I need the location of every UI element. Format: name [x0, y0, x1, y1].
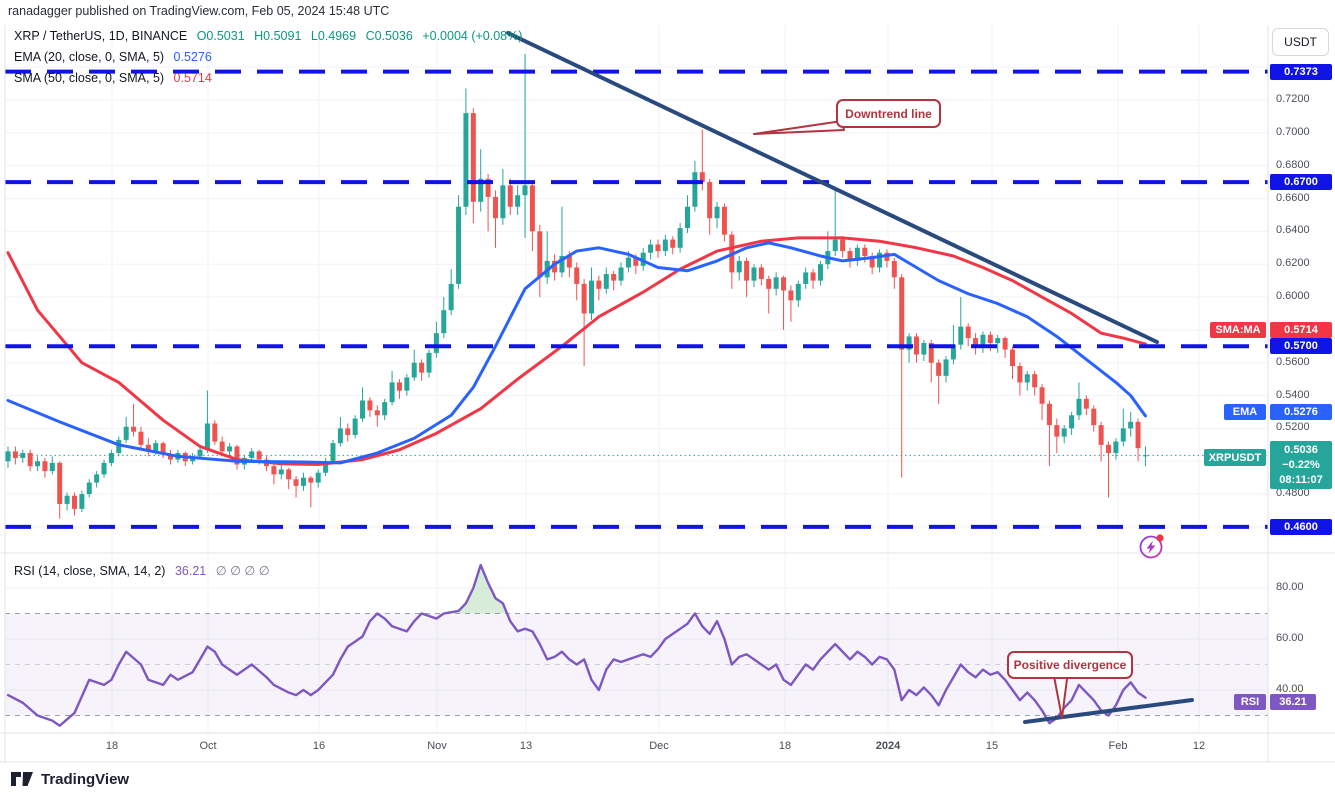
- chart-legend: XRP / TetherUS, 1D, BINANCE O0.5031 H0.5…: [14, 26, 522, 89]
- price-tick-label: 0.5200: [1276, 421, 1310, 434]
- symbol-title: XRP / TetherUS, 1D, BINANCE: [14, 29, 188, 43]
- level-price-label: 0.6700: [1270, 174, 1332, 191]
- time-tick-label: 18: [105, 740, 119, 752]
- flash-ideas-icon[interactable]: [1136, 531, 1168, 563]
- rsi-axis-value: 36.21: [1270, 694, 1316, 710]
- sma-axis-tag: SMA:MA: [1210, 322, 1266, 338]
- level-price-label: 0.7373: [1270, 63, 1332, 80]
- time-tick-label: Nov: [427, 740, 447, 752]
- downtrend-callout-tail: [753, 120, 845, 135]
- price-tick-label: 0.6800: [1276, 158, 1310, 171]
- time-tick-label: Dec: [649, 740, 669, 752]
- divergence-callout[interactable]: Positive divergence: [1007, 651, 1133, 679]
- sma-label: SMA (50, close, 0, SMA, 5): [14, 71, 165, 85]
- sma-axis-value: 0.5714: [1270, 322, 1332, 338]
- ema-legend-row[interactable]: EMA (20, close, 0, SMA, 5) 0.5276: [14, 47, 522, 68]
- sma-value: 0.5714: [173, 71, 212, 85]
- price-tick-label: 0.6000: [1276, 290, 1310, 303]
- time-tick-label: 2024: [875, 740, 901, 752]
- time-tick-label: Feb: [1108, 740, 1128, 752]
- rsi-hidden-plots: ∅ ∅ ∅ ∅: [215, 564, 270, 578]
- price-tick-label: 0.7200: [1276, 93, 1310, 105]
- symbol-legend-row[interactable]: XRP / TetherUS, 1D, BINANCE O0.5031 H0.5…: [14, 26, 522, 47]
- notification-dot: [1156, 534, 1164, 542]
- rsi-tick-label: 80.00: [1276, 581, 1304, 593]
- downtrend-callout-text: Downtrend line: [845, 106, 932, 121]
- time-tick-label: 18: [778, 740, 792, 752]
- ohlc-change: +0.0004 (+0.08%): [422, 29, 523, 43]
- rsi-tick-label: 40.00: [1276, 683, 1304, 695]
- time-tick-label: 15: [985, 740, 999, 752]
- ema-value: 0.5276: [173, 50, 212, 64]
- ohlc-low: L0.4969: [310, 29, 357, 43]
- ohlc-high: H0.5091: [254, 29, 302, 43]
- price-tick-label: 0.6400: [1276, 224, 1310, 237]
- rsi-tick-label: 60.00: [1276, 632, 1304, 644]
- tradingview-logo-icon: [11, 772, 33, 786]
- ema-label: EMA (20, close, 0, SMA, 5): [14, 50, 165, 64]
- divergence-callout-text: Positive divergence: [1013, 658, 1127, 672]
- price-tick-label: 0.4800: [1276, 487, 1310, 500]
- time-tick-label: Oct: [199, 740, 217, 752]
- tradingview-brand[interactable]: TradingView: [10, 769, 129, 789]
- ema-axis-tag: EMA: [1224, 404, 1266, 420]
- rsi-legend-row[interactable]: RSI (14, close, SMA, 14, 2) 36.21 ∅ ∅ ∅ …: [14, 563, 270, 578]
- time-tick-label: 16: [312, 740, 326, 752]
- time-tick-label: 12: [1192, 740, 1206, 752]
- downtrend-callout[interactable]: Downtrend line: [836, 99, 941, 128]
- rsi-value: 36.21: [174, 564, 207, 578]
- price-tick-label: 0.7000: [1276, 125, 1310, 138]
- publish-info-line: ranadagger published on TradingView.com,…: [8, 4, 390, 18]
- ema-axis-value: 0.5276: [1270, 404, 1332, 420]
- rsi-label: RSI (14, close, SMA, 14, 2): [14, 564, 166, 578]
- ohlc-open: O0.5031: [196, 29, 245, 43]
- level-price-label: 0.4600: [1270, 518, 1332, 535]
- tradingview-brand-text: TradingView: [41, 770, 130, 788]
- rsi-axis-tag: RSI: [1234, 694, 1266, 710]
- currency-toggle-button[interactable]: USDT: [1272, 28, 1329, 56]
- level-price-label: 0.5700: [1270, 338, 1332, 355]
- ohlc-close: C0.5036: [365, 29, 413, 43]
- symbol-axis-tag: XRPUSDT: [1204, 449, 1266, 466]
- price-tick-label: 0.6600: [1276, 191, 1310, 204]
- price-tick-label: 0.5400: [1276, 388, 1310, 401]
- time-tick-label: 13: [519, 740, 533, 752]
- price-axis-value: 0.5036 −0.22% 08:11:07: [1270, 441, 1332, 489]
- price-tick-label: 0.6200: [1276, 257, 1310, 270]
- sma-legend-row[interactable]: SMA (50, close, 0, SMA, 5) 0.5714: [14, 68, 522, 89]
- price-tick-label: 0.5600: [1276, 355, 1310, 368]
